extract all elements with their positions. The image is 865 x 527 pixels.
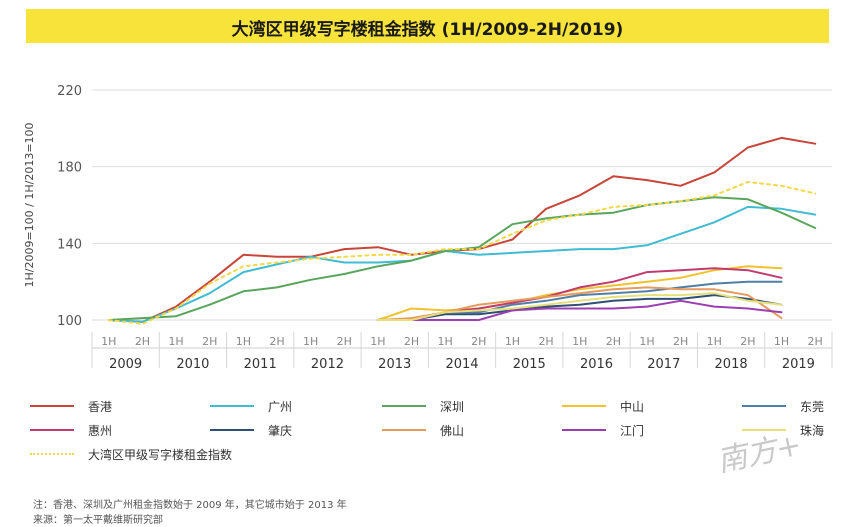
- legend-label: 香港: [88, 399, 113, 414]
- legend-label: 佛山: [440, 423, 465, 438]
- legend-swatch: [30, 405, 74, 407]
- legend-item: 东莞: [742, 396, 824, 416]
- legend-item: 佛山: [382, 420, 464, 440]
- legend-swatch: [742, 405, 786, 407]
- x-half-label: 2H: [404, 335, 419, 348]
- legend-label: 中山: [620, 399, 645, 414]
- x-year-label: 2016: [580, 357, 613, 372]
- x-year-label: 2017: [647, 357, 680, 372]
- x-year-label: 2019: [782, 357, 815, 372]
- legend-label: 广州: [268, 399, 293, 414]
- legend-label: 深圳: [440, 399, 465, 414]
- x-half-label: 2H: [337, 335, 352, 348]
- legend-label: 大湾区甲级写字楼租金指数: [88, 447, 233, 462]
- legend-swatch: [562, 429, 606, 431]
- legend-label: 东莞: [800, 399, 825, 414]
- legend-swatch: [382, 429, 426, 431]
- x-half-label: 2H: [269, 335, 284, 348]
- legend-label: 珠海: [800, 423, 825, 438]
- x-year-label: 2009: [109, 357, 142, 372]
- line-chart: 100 140 180 220 1H/2009=100 / 1H/2013=100 1H 2…: [23, 84, 833, 372]
- legend-swatch: [742, 429, 786, 431]
- legend-swatch: [210, 429, 254, 431]
- x-half-label: 1H: [639, 335, 654, 348]
- x-half-label: 1H: [572, 335, 587, 348]
- legend-item: 大湾区甲级写字楼租金指数: [30, 444, 232, 464]
- legend-item: 深圳: [382, 396, 464, 416]
- x-half-label: 2H: [538, 335, 553, 348]
- legend-label: 肇庆: [268, 423, 293, 438]
- series-line: [107, 196, 817, 321]
- legend-swatch: [30, 453, 74, 455]
- legend-label: 惠州: [88, 423, 113, 438]
- series-line: [107, 181, 817, 325]
- legend-item: 惠州: [30, 420, 112, 440]
- x-half-label: 1H: [236, 335, 251, 348]
- x-half-label: 1H: [438, 335, 453, 348]
- legend-item: 广州: [210, 396, 292, 416]
- x-year-label: 2018: [715, 357, 748, 372]
- legend-swatch: [30, 429, 74, 431]
- x-half-label: 1H: [707, 335, 722, 348]
- x-year-label: 2015: [513, 357, 546, 372]
- y-tick-label: 180: [57, 161, 82, 176]
- y-axis-label: 1H/2009=100 / 1H/2013=100: [23, 122, 36, 287]
- x-half-label: 2H: [606, 335, 621, 348]
- x-half-label: 1H: [774, 335, 789, 348]
- legend-item: 中山: [562, 396, 644, 416]
- x-half-label: 2H: [740, 335, 755, 348]
- x-half-label: 1H: [101, 335, 116, 348]
- footnote: 注：香港、深圳及广州租金指数始于 2009 年，其它城市始于 2013 年: [33, 500, 347, 511]
- y-tick-label: 100: [57, 314, 82, 329]
- series-line: [376, 299, 783, 321]
- x-half-label: 2H: [808, 335, 823, 348]
- x-year-label: 2014: [445, 357, 478, 372]
- chart-title: 大湾区甲级写字楼租金指数 (1H/2009-2H/2019): [231, 20, 624, 40]
- series-line: [376, 294, 783, 321]
- series-line: [107, 205, 817, 323]
- x-year-label: 2013: [378, 357, 411, 372]
- legend-item: 肇庆: [210, 420, 292, 440]
- x-year-label: 2010: [176, 357, 209, 372]
- x-half-label: 1H: [303, 335, 318, 348]
- x-half-label: 2H: [202, 335, 217, 348]
- x-half-label: 2H: [135, 335, 150, 348]
- x-year-label: 2011: [244, 357, 277, 372]
- legend-item: 香港: [30, 396, 112, 416]
- x-year-label: 2012: [311, 357, 344, 372]
- x-half-label: 1H: [505, 335, 520, 348]
- legend-swatch: [210, 405, 254, 407]
- source-note: 来源：第一太平戴维斯研究部: [33, 515, 163, 526]
- series-line: [376, 265, 783, 321]
- y-tick-label: 220: [57, 84, 82, 99]
- x-half-label: 1H: [168, 335, 183, 348]
- y-tick-label: 140: [57, 237, 82, 252]
- legend: 香港 广州 深圳 中山 东莞惠州 肇庆 佛山 江门 珠海大湾区甲级写字楼租金指数: [30, 396, 850, 471]
- x-half-label: 2H: [471, 335, 486, 348]
- title-bar: 大湾区甲级写字楼租金指数 (1H/2009-2H/2019): [26, 9, 829, 43]
- series-line: [376, 292, 783, 321]
- x-half-label: 1H: [370, 335, 385, 348]
- x-half-label: 2H: [673, 335, 688, 348]
- legend-label: 江门: [620, 423, 645, 438]
- legend-item: 江门: [562, 420, 644, 440]
- legend-swatch: [562, 405, 606, 407]
- legend-swatch: [382, 405, 426, 407]
- legend-item: 珠海: [742, 420, 824, 440]
